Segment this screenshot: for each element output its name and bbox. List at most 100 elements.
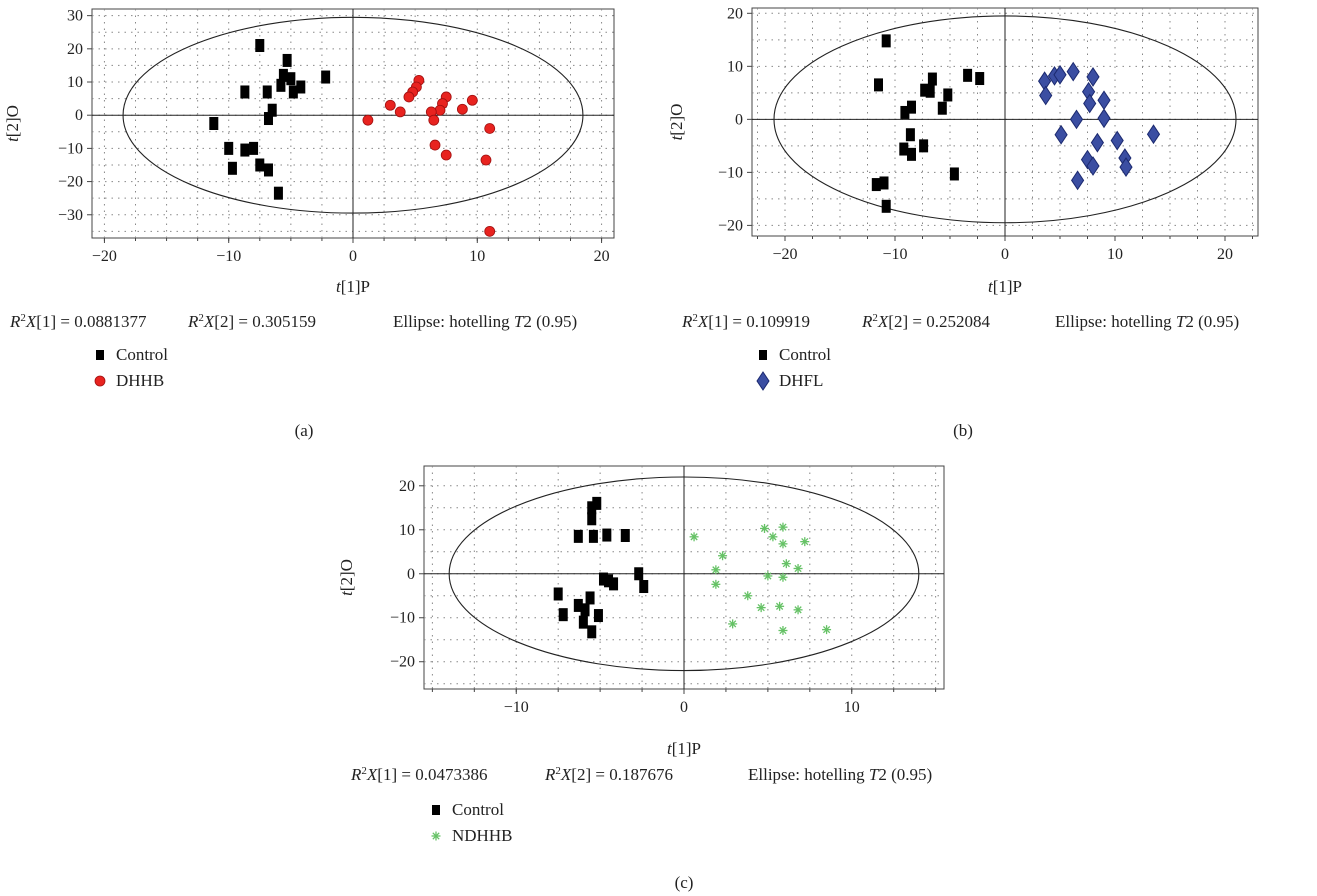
point-control xyxy=(587,501,597,515)
point-ndhhb xyxy=(793,605,803,615)
asterisk-stroke xyxy=(779,573,787,581)
point-control xyxy=(263,112,273,126)
y-tick-label: −20 xyxy=(718,217,743,234)
point-control xyxy=(588,529,598,543)
point-control xyxy=(573,529,583,543)
y-axis-label: t[2]O xyxy=(667,104,686,141)
point-dhfl xyxy=(1039,85,1053,106)
x-tick-label: −20 xyxy=(772,246,797,263)
asterisk-stroke xyxy=(779,540,787,548)
point-dhhb xyxy=(403,91,415,103)
asterisk-stroke xyxy=(794,564,802,573)
x-tick-label: 0 xyxy=(680,699,688,716)
legend-label-dhfl: DHFL xyxy=(779,371,823,390)
point-control xyxy=(558,608,568,622)
asterisk-stroke xyxy=(757,603,765,612)
hotelling-ellipse xyxy=(448,476,920,672)
legend-marker-control xyxy=(759,350,767,360)
point-control xyxy=(587,625,597,639)
point-dhhb xyxy=(484,225,496,237)
x-tick-label: −10 xyxy=(216,248,241,265)
point-dhhb xyxy=(466,94,478,106)
hotelling-ellipse xyxy=(122,16,584,214)
point-control xyxy=(937,101,947,115)
asterisk-stroke xyxy=(432,832,440,840)
y-tick-label: −20 xyxy=(390,654,415,671)
y-tick-label: 20 xyxy=(399,478,415,495)
asterisk-stroke xyxy=(822,625,831,634)
point-control xyxy=(899,142,909,156)
point-control xyxy=(905,128,915,142)
r2x1-stat: R2X[1] = 0.0473386 xyxy=(350,765,487,784)
point-control xyxy=(881,199,891,213)
point-ndhhb xyxy=(778,572,788,582)
panel-a-label: (a) xyxy=(295,421,314,440)
point-control xyxy=(919,139,929,153)
asterisk-stroke xyxy=(782,560,790,568)
point-dhfl xyxy=(1086,67,1100,87)
panel-a: (a) xyxy=(295,421,314,440)
point-control xyxy=(900,105,910,119)
point-dhhb xyxy=(480,154,492,166)
point-dhfl xyxy=(1053,64,1067,85)
point-control xyxy=(927,72,937,86)
point-control xyxy=(286,72,296,86)
point-control xyxy=(227,161,237,175)
point-dhhb xyxy=(434,104,446,116)
point-control xyxy=(267,103,277,117)
chart-panel-2: −20 −10 0 10 20 −20 −10 0 10 20 t[1]P t[2]O R2X[1] =… xyxy=(667,5,1259,391)
point-ndhhb xyxy=(763,571,773,581)
ellipse-caption: Ellipse: hotelling T2 (0.95) xyxy=(393,312,577,331)
point-ndhhb xyxy=(781,559,791,569)
point-control xyxy=(553,587,563,601)
point-ndhhb xyxy=(822,625,832,635)
point-dhfl xyxy=(1097,108,1111,129)
point-dhhb xyxy=(384,99,396,111)
r2x2-stat: R2X[2] = 0.252084 xyxy=(861,312,990,331)
asterisk-stroke xyxy=(779,523,787,531)
x-tick-label: 10 xyxy=(844,699,860,716)
asterisk-stroke xyxy=(712,566,720,574)
point-dhhb xyxy=(428,114,440,126)
point-control xyxy=(276,78,286,92)
point-control xyxy=(639,580,649,594)
point-control xyxy=(249,141,259,155)
y-tick-label: −10 xyxy=(58,140,83,157)
panel-b-label: (b) xyxy=(953,421,973,440)
legend-marker-control xyxy=(96,350,104,360)
r2x1-stat: R2X[1] = 0.109919 xyxy=(681,312,810,331)
point-control xyxy=(634,567,644,581)
point-control xyxy=(288,85,298,99)
y-tick-label: 20 xyxy=(727,5,743,22)
point-ndhhb xyxy=(793,563,803,573)
x-tick-label: 20 xyxy=(1217,246,1233,263)
hotelling-ellipse xyxy=(773,15,1237,224)
point-ndhhb xyxy=(778,626,788,636)
point-ndhhb xyxy=(778,522,788,532)
asterisk-stroke xyxy=(794,606,802,614)
point-ndhhb xyxy=(718,551,728,561)
point-ndhhb xyxy=(778,539,788,549)
point-control xyxy=(263,163,273,177)
point-control xyxy=(262,85,272,99)
y-tick-label: 20 xyxy=(67,41,83,58)
point-control xyxy=(620,528,630,542)
x-tick-label: −10 xyxy=(882,246,907,263)
asterisk-stroke xyxy=(779,626,787,635)
point-dhhb xyxy=(429,139,441,151)
y-tick-label: −30 xyxy=(58,207,83,224)
point-dhfl xyxy=(1054,124,1068,145)
legend-label-control: Control xyxy=(116,345,168,364)
panel-c: (c) xyxy=(675,873,694,892)
r2x1-stat: R2X[1] = 0.0881377 xyxy=(9,312,147,331)
point-ndhhb xyxy=(711,579,721,589)
point-control xyxy=(592,496,602,510)
y-axis-label: t[2]O xyxy=(3,105,22,142)
point-control xyxy=(282,53,292,67)
point-dhhb xyxy=(456,103,468,115)
point-control xyxy=(578,615,588,629)
point-control xyxy=(240,85,250,99)
y-axis-label: t[2]O xyxy=(337,559,356,596)
point-control xyxy=(593,609,603,623)
